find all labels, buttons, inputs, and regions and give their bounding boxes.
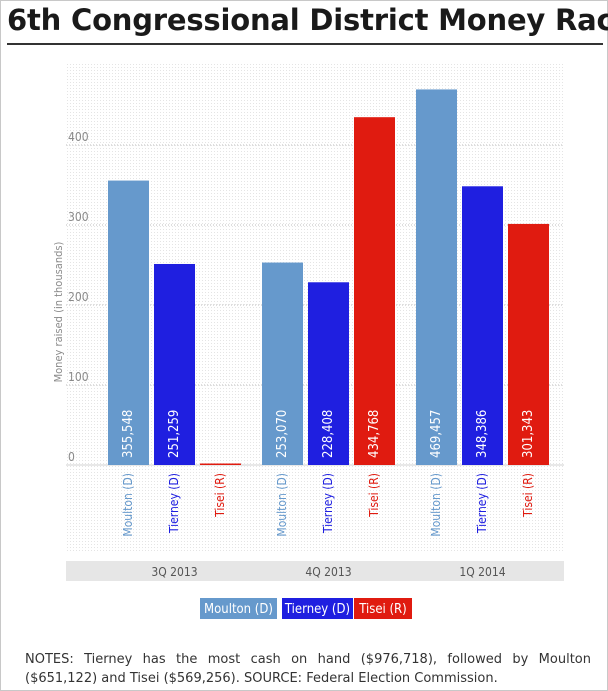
x-series-label: Moulton (D) <box>121 473 135 537</box>
legend-item-tierney[interactable]: Tierney (D) <box>282 598 353 619</box>
x-series-label: Moulton (D) <box>275 473 289 537</box>
y-tick-label: 100 <box>68 370 89 384</box>
bar-moulton-1 <box>108 180 149 466</box>
x-series-label: Moulton (D) <box>429 473 443 537</box>
x-series-label: Tisei (R) <box>521 473 535 518</box>
bar-value-label: 355,548 <box>121 410 136 458</box>
category-label: 1Q 2014 <box>459 565 505 579</box>
legend-item-tisei[interactable]: Tisei (R) <box>354 598 412 619</box>
bar-value-label: 348,386 <box>475 410 490 458</box>
bar-tisei-2 <box>354 117 395 465</box>
bar-value-label: 434,768 <box>367 410 382 458</box>
x-series-label: Tierney (D) <box>167 473 181 534</box>
bar-value-label: 253,070 <box>275 410 290 458</box>
notes-text: NOTES: Tierney has the most cash on hand… <box>25 652 591 686</box>
legend-label: Tierney (D) <box>284 602 350 617</box>
y-axis-label: Money raised (in thousands) <box>52 241 65 382</box>
bar-value-label: 469,457 <box>429 410 444 458</box>
legend-swatch <box>200 598 277 619</box>
x-series-label: Tierney (D) <box>475 473 489 534</box>
x-series-label: Tisei (R) <box>213 473 227 518</box>
y-tick-label: 400 <box>68 130 89 144</box>
bar-moulton-2 <box>262 262 303 465</box>
x-series-label: Tisei (R) <box>367 473 381 518</box>
legend-label: Tisei (R) <box>358 602 407 617</box>
chart-canvas: 0 100 200 300 400 355,548 251,259 253,070 228,4… <box>52 64 564 619</box>
bar-tisei-1 <box>200 463 241 465</box>
bar-value-label: 251,259 <box>167 410 182 458</box>
legend-swatch <box>354 598 412 619</box>
y-tick-label: 200 <box>68 290 89 304</box>
category-band <box>66 561 564 581</box>
bar-value-label: 228,408 <box>321 410 336 458</box>
chart-title: 6th Congressional District Money Race <box>7 3 608 37</box>
bar-tisei-3 <box>508 223 549 465</box>
bar-tierney-1 <box>154 263 195 465</box>
category-label: 3Q 2013 <box>151 565 197 579</box>
legend-label: Moulton (D) <box>204 602 273 617</box>
y-tick-label: 300 <box>68 210 89 224</box>
bar-tierney-2 <box>308 282 349 465</box>
title-divider <box>7 43 603 45</box>
y-tick-label: 0 <box>68 450 75 464</box>
bar-tierney-3 <box>462 186 503 465</box>
x-series-label: Tierney (D) <box>321 473 335 534</box>
legend-swatch <box>282 598 353 619</box>
bar-value-label: 301,343 <box>521 410 536 458</box>
bar-moulton-3 <box>416 89 457 466</box>
category-label: 4Q 2013 <box>305 565 351 579</box>
legend-item-moulton[interactable]: Moulton (D) <box>200 598 277 619</box>
